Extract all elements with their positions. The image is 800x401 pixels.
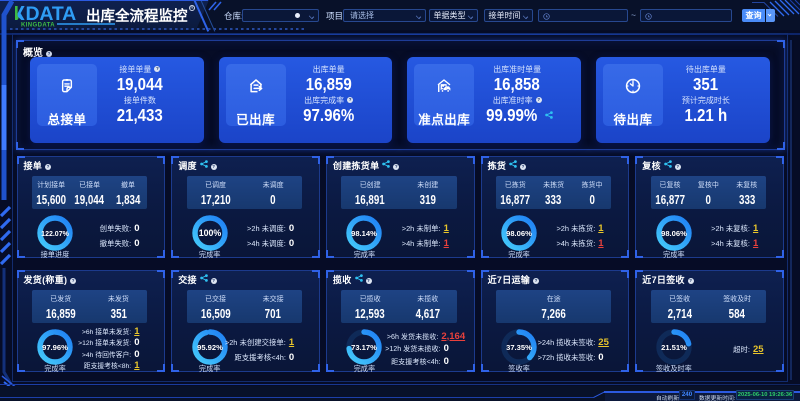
svg-text:DATA: DATA: [26, 4, 77, 25]
svg-text:37.35%: 37.35%: [506, 343, 532, 352]
svg-text:98.06%: 98.06%: [661, 229, 687, 238]
svg-text:97.96%: 97.96%: [42, 343, 68, 352]
svg-text:21.51%: 21.51%: [661, 343, 687, 352]
svg-text:73.17%: 73.17%: [352, 343, 378, 352]
svg-text:98.14%: 98.14%: [352, 229, 378, 238]
svg-text:KINGDATA: KINGDATA: [21, 23, 55, 29]
svg-text:98.06%: 98.06%: [506, 229, 532, 238]
svg-text:122.07%: 122.07%: [41, 231, 69, 238]
svg-text:100%: 100%: [198, 228, 221, 238]
svg-text:95.92%: 95.92%: [197, 343, 223, 352]
